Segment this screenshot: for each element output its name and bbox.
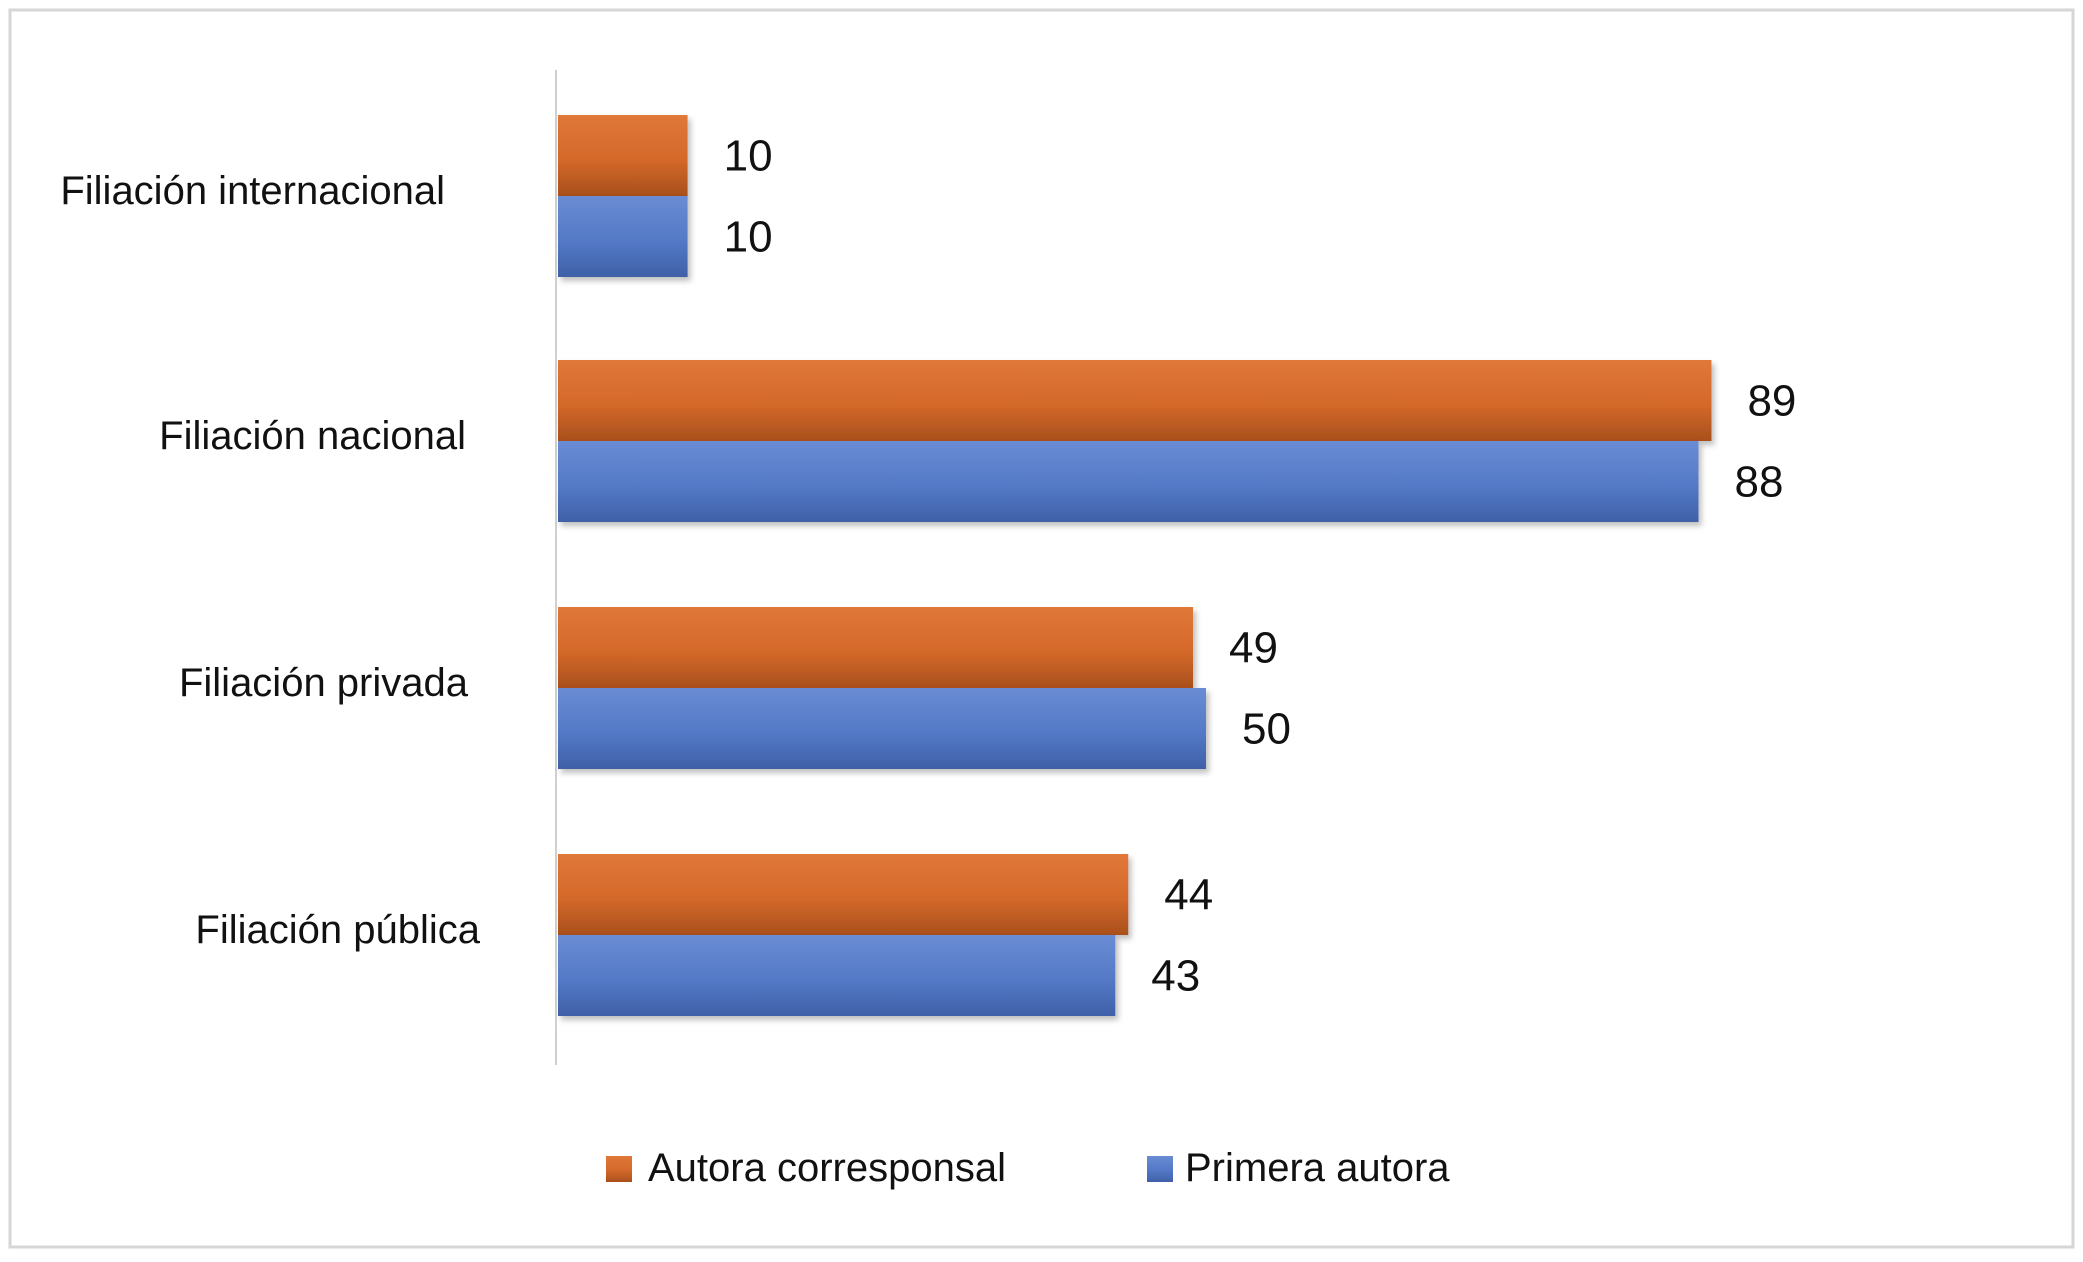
category-label: Filiación nacional [159,414,466,458]
data-label: 49 [1229,624,1278,673]
category-label: Filiación pública [195,908,480,952]
bar-autora-corresponsal [558,854,1129,935]
legend-swatch [1147,1156,1173,1182]
legend-label: Autora corresponsal [648,1146,1006,1190]
bar-primera-autora [558,196,688,277]
data-label: 10 [724,213,773,262]
bar-autora-corresponsal [558,360,1712,441]
data-label: 44 [1164,871,1213,920]
data-label: 88 [1734,458,1783,507]
data-label: 43 [1151,952,1200,1001]
category-label: Filiación privada [179,661,469,705]
bars-layer [558,115,1712,1016]
bar-primera-autora [558,441,1699,522]
legend-swatch [606,1156,632,1182]
bar-primera-autora [558,935,1116,1016]
bar-autora-corresponsal [558,115,688,196]
bar-autora-corresponsal [558,607,1194,688]
data-label: 50 [1242,705,1291,754]
category-label: Filiación internacional [60,169,445,213]
bar-primera-autora [558,688,1206,769]
data-label: 10 [724,132,773,181]
data-label: 89 [1747,377,1796,426]
labels-layer: Filiación internacional 10 10 Filiación nac… [60,132,1796,1001]
legend-label: Primera autora [1185,1146,1450,1190]
legend: Autora corresponsal Primera autora [606,1146,1450,1190]
